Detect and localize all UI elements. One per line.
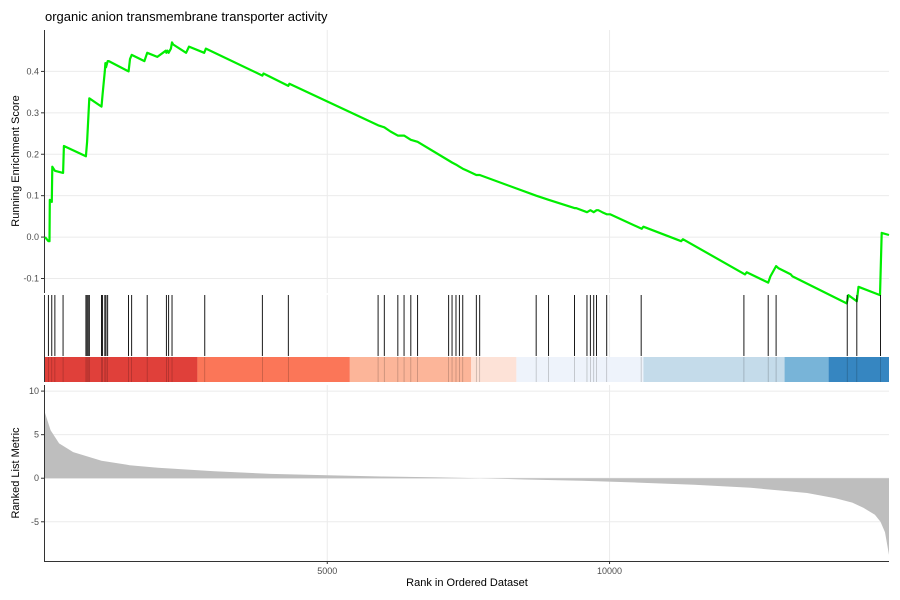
color-band: [784, 357, 829, 382]
y-tick-label: 0: [34, 473, 39, 483]
color-band: [471, 357, 517, 382]
ranked-y-label: Ranked List Metric: [10, 427, 22, 519]
enrichment-y-label: Running Enrichment Score: [10, 95, 22, 226]
ranked-metric-area: [45, 412, 889, 555]
color-band: [349, 357, 472, 382]
y-tick-label: 5: [34, 430, 39, 440]
hits-panel: [44, 295, 889, 382]
y-tick-label: 0.1: [26, 191, 39, 201]
x-axis-label: Rank in Ordered Dataset: [406, 577, 528, 589]
color-band: [643, 357, 785, 382]
x-axis: 5000 10000: [317, 561, 622, 576]
x-tick-label: 10000: [597, 566, 622, 576]
ranked-panel: -5 0 5 10 5000 10000 Ranked List Metric Rank…: [10, 385, 889, 589]
enrichment-grid: [45, 30, 889, 293]
y-tick-label: 0.2: [26, 149, 39, 159]
color-band: [45, 357, 198, 382]
y-tick-label: 0.4: [26, 66, 39, 76]
y-tick-label: -5: [31, 517, 39, 527]
enrichment-y-axis: -0.1 0.0 0.1 0.2 0.3 0.4: [23, 66, 44, 284]
y-tick-label: -0.1: [23, 274, 39, 284]
rank-color-bar: [45, 357, 889, 382]
color-band: [516, 357, 644, 382]
y-tick-label: 10: [29, 386, 39, 396]
color-band: [197, 357, 350, 382]
color-band: [828, 357, 889, 382]
y-tick-label: 0.3: [26, 108, 39, 118]
enrichment-score-line: [44, 41, 890, 305]
enrichment-panel: -0.1 0.0 0.1 0.2 0.3 0.4 Running Enrichment S…: [10, 30, 890, 305]
ranked-y-axis: -5 0 5 10: [29, 386, 44, 527]
y-tick-label: 0.0: [26, 232, 39, 242]
gene-hit-marks: [47, 295, 881, 356]
chart-title: organic anion transmembrane transporter …: [45, 9, 328, 24]
x-tick-label: 5000: [317, 566, 337, 576]
